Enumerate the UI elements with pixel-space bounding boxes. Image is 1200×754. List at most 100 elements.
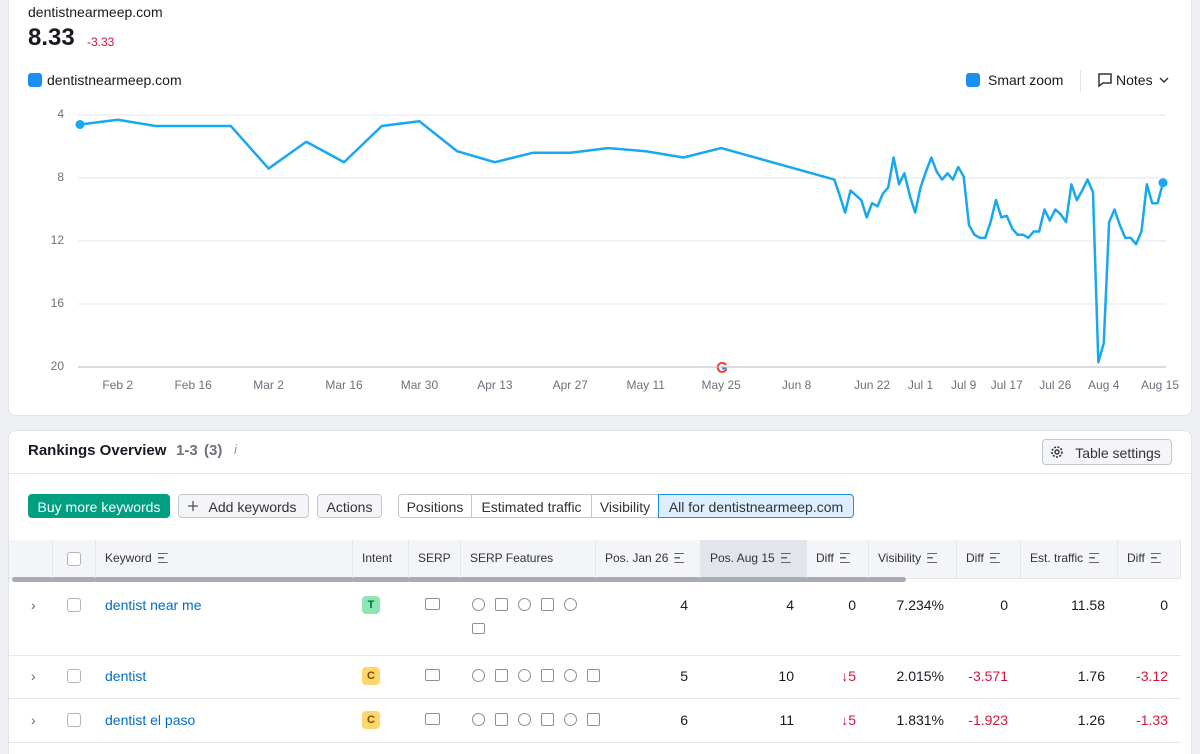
column-header: SERP — [418, 551, 451, 565]
serp-feature-icon — [472, 713, 485, 726]
expand-toggle[interactable]: › — [31, 712, 36, 728]
buy-keywords-button[interactable]: Buy more keywords — [28, 494, 170, 518]
serp-feature-icon — [564, 669, 577, 682]
domain: dentistnearmeep.com — [28, 4, 163, 20]
expand-toggle[interactable]: › — [31, 597, 36, 613]
rankings-title: Rankings Overview — [28, 442, 167, 459]
cell: 1.831% — [896, 712, 944, 728]
column-header[interactable]: Diff — [966, 551, 1000, 565]
table-settings-button[interactable]: Table settings — [1042, 439, 1172, 465]
sort-icon[interactable] — [674, 553, 685, 563]
cell: -1.33 — [1136, 712, 1168, 728]
sort-icon[interactable] — [1150, 553, 1161, 563]
serp-feature-icon — [518, 598, 531, 611]
row-checkbox[interactable] — [67, 598, 81, 612]
notes-button[interactable]: Notes — [1116, 72, 1153, 88]
cell: 6 — [680, 712, 688, 728]
column-divider — [1117, 540, 1118, 578]
add-keywords-button[interactable]: Add keywords — [178, 494, 309, 518]
x-tick-label: Jun 8 — [782, 378, 812, 392]
row-checkbox[interactable] — [67, 669, 81, 683]
sort-icon[interactable] — [927, 553, 938, 563]
legend-label[interactable]: dentistnearmeep.com — [47, 72, 182, 88]
cell: 0 — [1000, 597, 1008, 613]
column-divider — [956, 540, 957, 578]
serp-feature-icon — [541, 669, 554, 682]
chart: 4 8 12 16 20 Feb 2 Feb 16 Mar 2 Mar 16 Mar 30 Apr … — [51, 107, 1180, 392]
cell: -3.12 — [1136, 668, 1168, 684]
column-header[interactable]: Pos. Aug 15 — [710, 551, 791, 565]
cell: 4 — [786, 597, 794, 613]
cell: -1.923 — [968, 712, 1008, 728]
row-divider — [9, 742, 1181, 743]
column-header[interactable]: Diff — [816, 551, 850, 565]
row-checkbox[interactable] — [67, 713, 81, 727]
x-tick-label: Jul 9 — [951, 378, 977, 392]
cell: 5 — [680, 668, 688, 684]
column-header[interactable]: Diff — [1127, 551, 1161, 565]
tab[interactable]: All for dentistnearmeep.com — [658, 494, 854, 518]
smart-zoom-label[interactable]: Smart zoom — [988, 72, 1064, 88]
notes-icon[interactable] — [1097, 72, 1113, 88]
smart-zoom-checkbox[interactable] — [966, 73, 980, 87]
cell: 0 — [1160, 597, 1168, 613]
scrollbar[interactable] — [12, 577, 906, 582]
column-divider — [1020, 540, 1021, 578]
x-tick-label: Aug 15 — [1141, 378, 1179, 392]
column-divider — [868, 540, 869, 578]
serp-feature-icon — [518, 669, 531, 682]
column-header[interactable]: Keyword — [105, 551, 168, 565]
column-divider — [460, 540, 461, 578]
serp-icon[interactable] — [425, 713, 440, 725]
sort-icon[interactable] — [1089, 553, 1100, 563]
column-divider — [408, 540, 409, 578]
expand-toggle[interactable]: › — [31, 668, 36, 684]
row-divider — [9, 655, 1181, 656]
tab[interactable]: Positions — [398, 494, 472, 518]
x-tick-label: Jul 1 — [908, 378, 934, 392]
keyword-link[interactable]: dentist el paso — [105, 712, 196, 728]
notes-caret[interactable] — [1158, 76, 1170, 86]
y-tick-label: 4 — [57, 107, 64, 121]
serp-feature-icon — [495, 669, 508, 682]
cell: ↓5 — [841, 668, 856, 684]
serp-icon[interactable] — [425, 669, 440, 681]
serp-feature-icon — [587, 669, 600, 682]
column-header[interactable]: Pos. Jan 26 — [605, 551, 685, 565]
tab[interactable]: Visibility — [591, 494, 659, 518]
info-icon[interactable]: i — [234, 442, 237, 457]
rankings-count: (3) — [204, 442, 223, 459]
serp-icon[interactable] — [425, 598, 440, 610]
sort-icon[interactable] — [157, 553, 168, 563]
keyword-link[interactable]: dentist near me — [105, 597, 202, 613]
x-tick-label: Mar 16 — [325, 378, 363, 392]
column-divider — [806, 540, 807, 578]
sort-icon[interactable] — [780, 553, 791, 563]
column-header[interactable]: Est. traffic — [1030, 551, 1100, 565]
cell: 1.26 — [1077, 712, 1105, 728]
y-tick-label: 20 — [51, 359, 65, 373]
row-divider — [9, 698, 1181, 699]
column-header: SERP Features — [470, 551, 554, 565]
cell: -3.571 — [968, 668, 1008, 684]
x-tick-label: Aug 4 — [1088, 378, 1120, 392]
google-marker — [716, 361, 728, 373]
serp-feature-icon — [541, 598, 554, 611]
legend-checkbox[interactable] — [28, 73, 42, 87]
column-header[interactable]: Visibility — [878, 551, 938, 565]
column-divider — [595, 540, 596, 578]
x-tick-label: Mar 30 — [401, 378, 439, 392]
serp-feature-icon — [495, 713, 508, 726]
sort-icon[interactable] — [989, 553, 1000, 563]
x-tick-label: May 25 — [701, 378, 741, 392]
y-tick-label: 12 — [51, 233, 65, 247]
sort-icon[interactable] — [839, 553, 850, 563]
tab[interactable]: Estimated traffic — [471, 494, 592, 518]
keyword-link[interactable]: dentist — [105, 668, 147, 684]
x-tick-label: Mar 2 — [253, 378, 284, 392]
cell: 1.76 — [1077, 668, 1105, 684]
cell: ↓5 — [841, 712, 856, 728]
x-tick-label: Apr 27 — [553, 378, 589, 392]
actions-button[interactable]: Actions — [317, 494, 382, 518]
